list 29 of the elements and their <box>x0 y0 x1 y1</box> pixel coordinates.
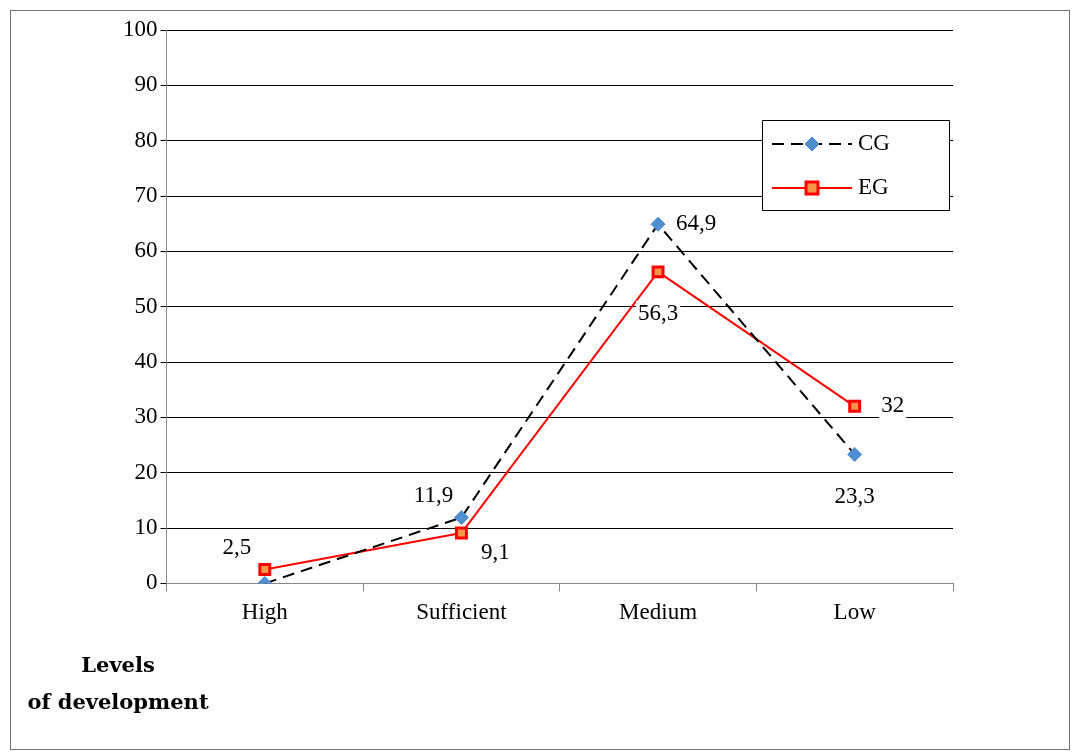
y-tick-label: 100 <box>123 16 158 42</box>
data-label: 56,3 <box>637 299 679 325</box>
x-axis-title: Levels of development <box>26 651 210 716</box>
y-tick-label: 90 <box>134 71 158 97</box>
y-tick-label: 50 <box>134 292 158 318</box>
data-label: 11,9 <box>413 481 454 507</box>
data-label: 32 <box>881 392 905 418</box>
point <box>454 526 468 540</box>
x-tick-label: Sufficient <box>416 599 508 625</box>
y-tick-label: 20 <box>134 458 158 484</box>
y-tick-label: 80 <box>134 126 158 152</box>
data-label: 2,5 <box>222 533 252 559</box>
x-tick-label: Low <box>833 599 877 625</box>
data-label: 9,1 <box>481 539 510 565</box>
y-tick-label: 70 <box>134 182 158 208</box>
x-tick-label: Medium <box>619 599 698 625</box>
data-label: 64,9 <box>675 210 717 236</box>
y-tick-label: 60 <box>134 237 158 263</box>
point <box>848 399 862 413</box>
y-tick-label: 40 <box>134 348 158 374</box>
y-tick-label: 30 <box>134 403 158 429</box>
point <box>258 563 272 577</box>
data-label: 23,3 <box>834 482 875 508</box>
y-tick-label: 10 <box>134 514 158 540</box>
legend-label: CG <box>858 130 890 156</box>
y-tick-label: 0 <box>146 569 158 595</box>
point <box>651 265 665 279</box>
x-tick-label: High <box>241 599 289 625</box>
legend-label: EG <box>858 174 889 200</box>
